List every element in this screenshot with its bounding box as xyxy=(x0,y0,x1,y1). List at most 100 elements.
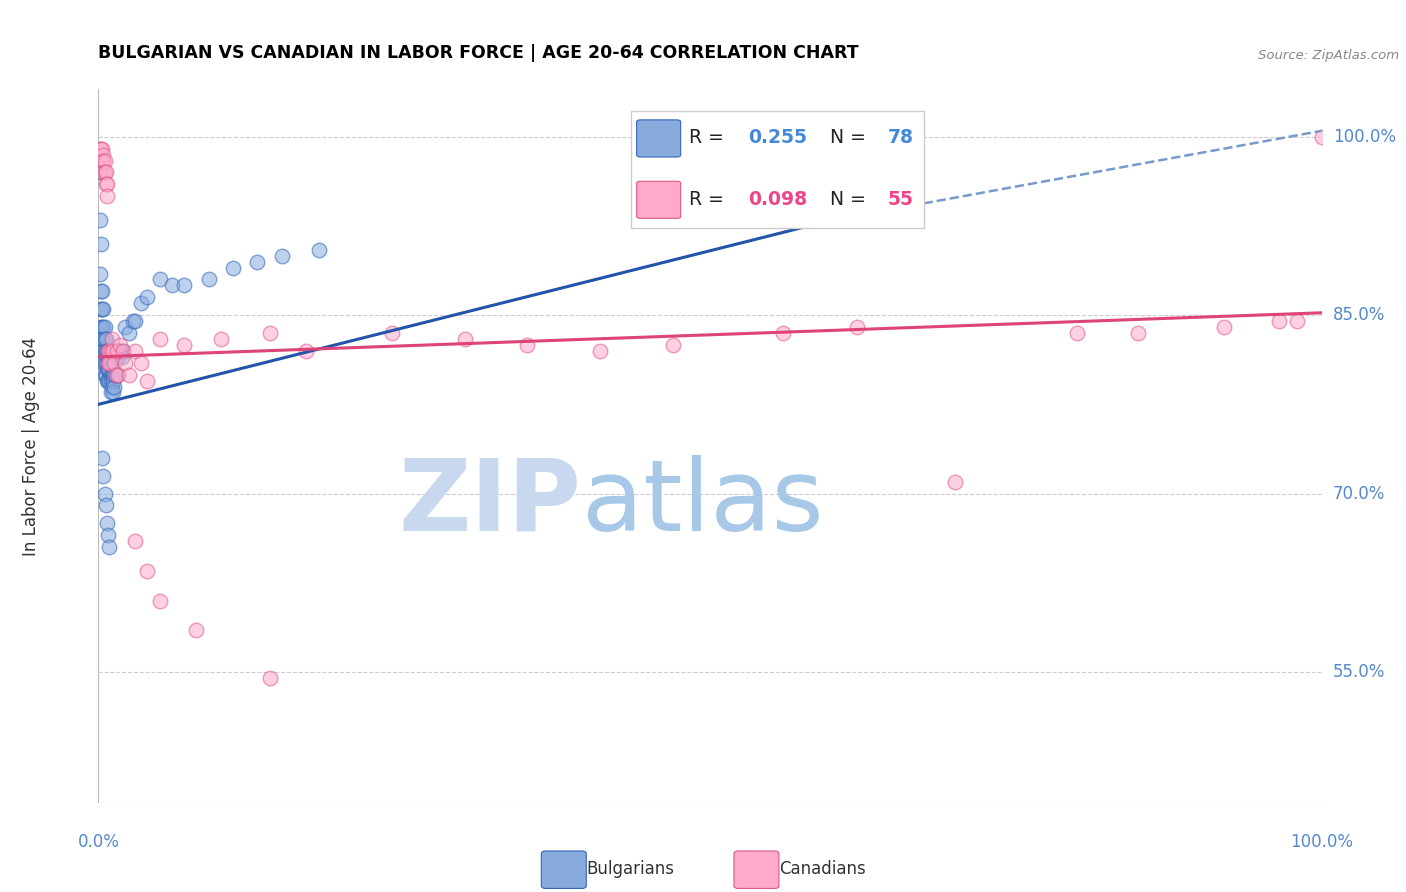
Point xyxy=(90,302,112,317)
Text: atlas: atlas xyxy=(582,455,824,551)
Point xyxy=(111,350,134,364)
Point xyxy=(103,379,125,393)
Point xyxy=(454,332,477,346)
Point xyxy=(1128,326,1150,340)
Point xyxy=(101,356,124,370)
Point xyxy=(111,343,134,358)
Point xyxy=(259,326,281,340)
Point xyxy=(93,332,115,346)
Point xyxy=(89,213,111,227)
Text: N =: N = xyxy=(818,190,872,210)
Point xyxy=(94,343,117,358)
Point xyxy=(91,320,114,334)
Point xyxy=(121,314,143,328)
Point xyxy=(96,343,118,358)
Point xyxy=(100,374,122,388)
Point xyxy=(136,290,159,304)
Point xyxy=(94,332,117,346)
Point xyxy=(90,236,112,251)
Point xyxy=(101,374,124,388)
Point xyxy=(91,285,114,299)
Point xyxy=(259,671,281,685)
Point xyxy=(91,142,114,156)
Point xyxy=(149,272,172,286)
Point xyxy=(91,153,114,168)
Point xyxy=(943,475,966,489)
Point xyxy=(98,356,121,370)
Point xyxy=(100,385,122,400)
Point xyxy=(91,468,114,483)
Point xyxy=(96,350,118,364)
Point xyxy=(93,153,115,168)
Point xyxy=(105,368,128,382)
Point xyxy=(98,361,121,376)
Point xyxy=(107,368,129,382)
Point xyxy=(98,356,121,370)
Point xyxy=(98,374,121,388)
Text: Canadians: Canadians xyxy=(779,860,866,878)
Point xyxy=(96,374,118,388)
Point xyxy=(97,343,120,358)
Point xyxy=(104,368,127,382)
Point xyxy=(101,343,124,358)
Point xyxy=(103,368,125,382)
Point xyxy=(91,302,114,317)
Point xyxy=(101,385,124,400)
Point xyxy=(94,165,117,179)
FancyBboxPatch shape xyxy=(630,111,924,228)
Point xyxy=(90,320,112,334)
Point xyxy=(96,178,118,192)
Text: 0.098: 0.098 xyxy=(748,190,807,210)
Point xyxy=(97,356,120,370)
Point xyxy=(97,350,120,364)
Point xyxy=(91,356,114,370)
Point xyxy=(97,528,120,542)
Point xyxy=(845,320,868,334)
Point xyxy=(118,368,141,382)
Point xyxy=(101,379,124,393)
Point xyxy=(186,624,208,638)
Point xyxy=(93,320,115,334)
Text: R =: R = xyxy=(689,128,730,147)
Point xyxy=(98,343,121,358)
Point xyxy=(91,302,114,317)
Point xyxy=(222,260,245,275)
Point xyxy=(129,296,152,310)
Point xyxy=(173,338,195,352)
Point xyxy=(308,243,330,257)
Point xyxy=(173,278,195,293)
Point xyxy=(114,356,136,370)
Point xyxy=(295,343,318,358)
Point xyxy=(91,343,114,358)
Point xyxy=(1212,320,1234,334)
Point xyxy=(589,343,612,358)
Point xyxy=(91,165,114,179)
Point xyxy=(91,147,114,161)
Point xyxy=(91,450,114,465)
Point xyxy=(90,332,112,346)
Point xyxy=(772,326,794,340)
Text: 0.0%: 0.0% xyxy=(77,833,120,851)
Point xyxy=(110,343,132,358)
Point xyxy=(101,368,124,382)
Point xyxy=(100,356,122,370)
Text: 55: 55 xyxy=(887,190,914,210)
Text: R =: R = xyxy=(689,190,730,210)
Point xyxy=(197,272,219,286)
Point xyxy=(98,540,121,554)
Point xyxy=(104,368,127,382)
Text: ZIP: ZIP xyxy=(399,455,582,551)
Point xyxy=(111,343,134,358)
Text: Source: ZipAtlas.com: Source: ZipAtlas.com xyxy=(1258,49,1399,62)
Point xyxy=(662,338,685,352)
Point xyxy=(103,356,125,370)
Point xyxy=(270,249,294,263)
Text: 78: 78 xyxy=(887,128,914,147)
Point xyxy=(1286,314,1309,328)
Point xyxy=(89,165,111,179)
Point xyxy=(89,142,111,156)
Point xyxy=(94,499,117,513)
Point xyxy=(93,356,115,370)
Point xyxy=(94,178,117,192)
Point xyxy=(108,343,131,358)
